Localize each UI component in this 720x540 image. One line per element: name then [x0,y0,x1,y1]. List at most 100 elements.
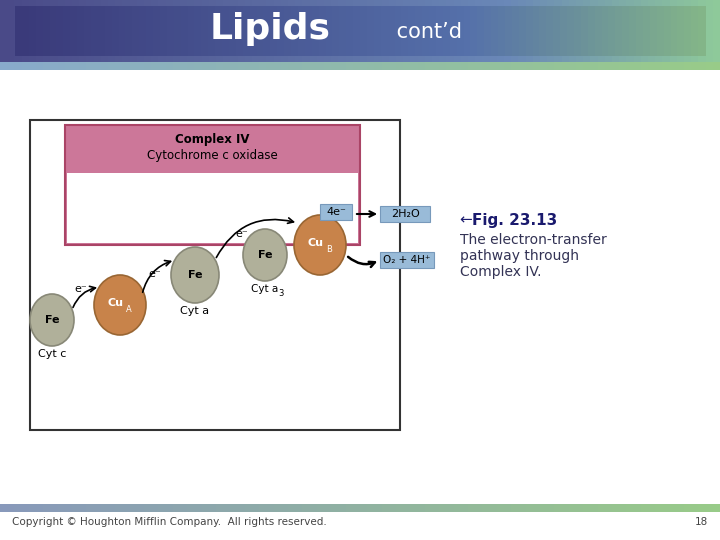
Bar [678,6,685,56]
Bar [153,6,161,56]
Bar [115,0,123,62]
Bar [598,62,606,70]
Bar [432,504,440,512]
Bar [77,6,85,56]
Bar [396,62,404,70]
Bar [137,504,145,512]
Bar [29,62,37,70]
Bar [320,204,352,220]
Bar [331,504,339,512]
Bar [312,6,320,56]
Bar [43,62,51,70]
Bar [209,62,217,70]
Text: Fig. 23.13: Fig. 23.13 [472,213,557,227]
Bar [238,0,246,62]
Bar [101,504,109,512]
Bar [94,504,102,512]
Bar [533,0,541,62]
Bar [29,504,37,512]
Bar [422,6,430,56]
Bar [22,62,30,70]
Bar [533,62,541,70]
Bar [259,0,267,62]
Bar [511,62,519,70]
Text: Complex IV.: Complex IV. [460,265,541,279]
Bar [706,62,714,70]
Text: ←: ← [460,213,477,227]
Bar [429,6,437,56]
Bar [216,0,224,62]
Bar [151,62,159,70]
Bar [43,0,51,62]
Bar [581,6,589,56]
Bar [0,0,8,62]
Bar [115,62,123,70]
Bar [497,62,505,70]
Bar [202,62,210,70]
Bar [491,6,499,56]
Bar [684,62,692,70]
Bar [691,6,699,56]
Bar [223,0,231,62]
Bar [245,62,253,70]
Bar [490,62,498,70]
Bar [94,62,102,70]
Bar [72,504,80,512]
Bar [626,0,634,62]
Bar [380,252,434,268]
Bar [410,62,418,70]
Bar [367,0,375,62]
Bar [324,62,332,70]
Bar [36,0,44,62]
Bar [518,6,526,56]
Bar [22,0,30,62]
Bar [319,6,326,56]
Bar [482,0,490,62]
Bar [50,0,58,62]
Bar [547,0,555,62]
Bar [569,0,577,62]
Bar [389,504,397,512]
Bar [612,62,620,70]
Bar [98,6,106,56]
Bar [533,504,541,512]
Text: Fe: Fe [45,315,59,325]
Bar [338,0,346,62]
Bar [612,504,620,512]
Bar [36,504,44,512]
Bar [396,504,404,512]
Bar [576,504,584,512]
Bar [243,6,251,56]
Bar [187,6,195,56]
Bar [281,504,289,512]
Bar [367,6,375,56]
Bar [252,62,260,70]
Bar [482,62,490,70]
Bar [353,6,361,56]
Bar [655,504,663,512]
Bar [284,6,292,56]
Bar [588,6,595,56]
Bar [295,0,303,62]
Bar [619,504,627,512]
Bar [684,504,692,512]
Bar [636,6,644,56]
Bar [511,0,519,62]
Bar [418,504,426,512]
Bar [86,62,94,70]
Bar [79,0,87,62]
Bar [648,62,656,70]
Bar [158,504,166,512]
Bar [554,62,562,70]
Bar [583,0,591,62]
Bar [317,62,325,70]
Bar [641,0,649,62]
Bar [230,0,238,62]
Bar [470,6,478,56]
Bar [65,125,360,245]
Bar [497,504,505,512]
Bar [173,504,181,512]
Bar [160,6,168,56]
Bar [380,206,430,222]
Bar [264,6,271,56]
